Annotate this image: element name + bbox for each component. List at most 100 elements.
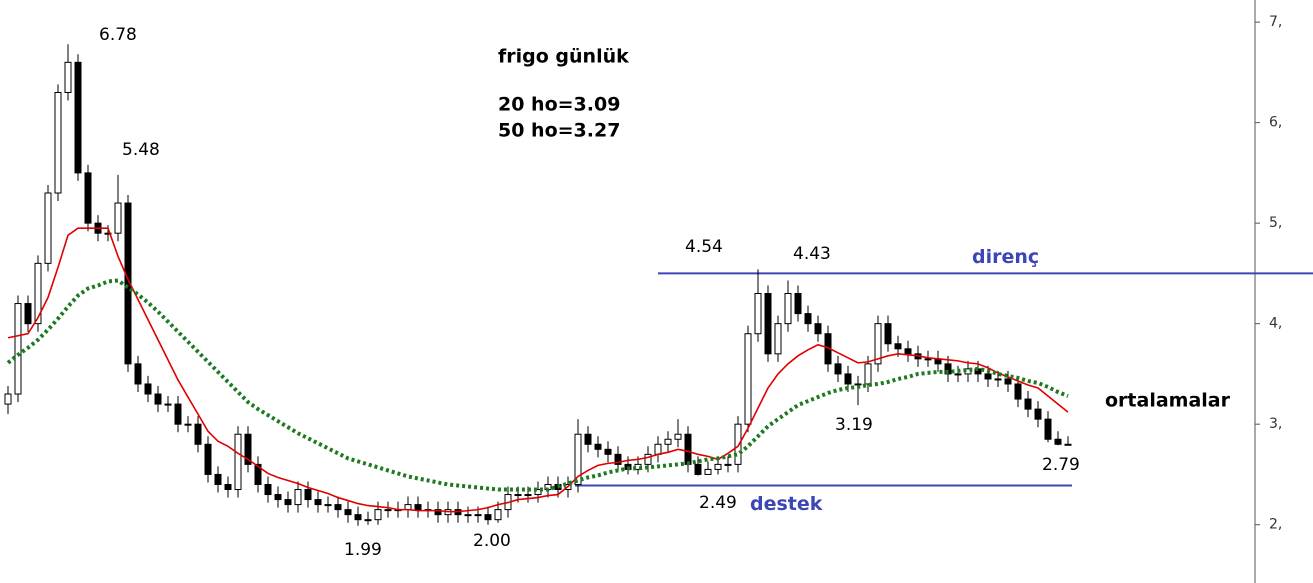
candle-body [44, 192, 52, 264]
candle-body [704, 468, 712, 475]
candle-body [384, 509, 392, 512]
candle-body [764, 293, 772, 355]
candle-body [714, 463, 722, 470]
candle-body [864, 363, 872, 385]
candle-body [894, 343, 902, 350]
candle-body [144, 383, 152, 395]
candle-body [994, 378, 1002, 381]
candle-body [474, 514, 482, 517]
y-tick-label: 3, [1269, 416, 1282, 432]
subtitle-line: 20 ho=3.09 [498, 94, 620, 116]
candle-body [1024, 398, 1032, 410]
candle-body [744, 333, 752, 425]
candle-body [724, 463, 732, 466]
y-tick-label: 2, [1269, 517, 1282, 533]
candle-body [814, 323, 822, 335]
candle-body [834, 363, 842, 375]
moving-average-line [6, 278, 1069, 492]
candle-body [244, 433, 252, 465]
candle-body [524, 494, 532, 497]
candle-body [884, 323, 892, 345]
price-annotation: 4.54 [685, 237, 723, 257]
price-annotation: 3.19 [835, 415, 873, 435]
candle-body [84, 172, 92, 224]
candle-body [204, 443, 212, 475]
candle-body [224, 483, 232, 491]
candle-body [584, 433, 592, 445]
candle-body [134, 363, 142, 385]
price-annotation: 2.49 [699, 493, 737, 513]
candle-body [374, 509, 382, 521]
chart-title: frigo günlük [498, 46, 629, 68]
candle-body [954, 373, 962, 376]
candle-body [324, 504, 332, 507]
candle-body [574, 433, 582, 485]
candle-body [414, 504, 422, 511]
candle-body [794, 293, 802, 315]
candle-body [194, 423, 202, 445]
candle-body [1064, 443, 1072, 446]
candle-body [314, 499, 322, 506]
horizontal-line-label: direnç [972, 246, 1039, 268]
price-annotation: 2.79 [1042, 455, 1080, 475]
candle-body [1034, 408, 1042, 420]
candle-body [434, 509, 442, 516]
candle-body [124, 202, 132, 365]
candle-body [164, 403, 172, 406]
candle-body [254, 463, 262, 485]
candle-body [924, 358, 932, 361]
candle-body [654, 443, 662, 455]
candle-body [614, 453, 622, 465]
candle-body [1014, 383, 1022, 400]
candle-body [664, 438, 672, 445]
candle-body [854, 383, 862, 386]
candle-body [734, 423, 742, 465]
price-annotation: 1.99 [344, 540, 382, 560]
candle-body [514, 494, 522, 497]
y-tick-label: 4, [1269, 316, 1282, 332]
candle-body [904, 348, 912, 355]
candle-body [774, 323, 782, 355]
horizontal-line-label: destek [750, 493, 823, 515]
candle-body [984, 373, 992, 380]
candle-body [294, 489, 302, 506]
candle-body [114, 202, 122, 234]
candle-body [364, 519, 372, 522]
candle-body [214, 473, 222, 485]
candle-body [534, 489, 542, 496]
candle-body [354, 514, 362, 521]
candle-body [184, 423, 192, 426]
candle-body [804, 313, 812, 325]
candle-body [784, 293, 792, 325]
candle-body [104, 232, 112, 235]
price-annotation: 2.00 [473, 531, 511, 551]
candle-body [604, 448, 612, 455]
moving-average-line [7, 227, 1069, 513]
candle-body [74, 61, 82, 174]
candle-body [344, 509, 352, 516]
candle-body [844, 373, 852, 385]
candle-body [274, 494, 282, 501]
candle-body [4, 393, 12, 405]
candle-body [1004, 378, 1012, 385]
candle-body [14, 303, 22, 395]
candle-body [594, 443, 602, 450]
candle-body [494, 509, 502, 521]
candle-body [34, 262, 42, 325]
candle-body [754, 293, 762, 335]
candle-body [24, 303, 32, 325]
candle-body [874, 323, 882, 365]
candle-body [464, 514, 472, 517]
candle-body [154, 393, 162, 405]
price-annotation: 4.43 [793, 244, 831, 264]
candle-body [64, 61, 72, 93]
candle-body [334, 504, 342, 511]
candle-body [1054, 438, 1062, 445]
candle-body [284, 499, 292, 506]
y-tick-label: 6, [1269, 115, 1282, 131]
price-annotation: 6.78 [99, 25, 137, 45]
candle-body [684, 433, 692, 465]
subtitle-line: 50 ho=3.27 [498, 120, 620, 142]
candle-body [54, 91, 62, 194]
candle-body [694, 463, 702, 475]
